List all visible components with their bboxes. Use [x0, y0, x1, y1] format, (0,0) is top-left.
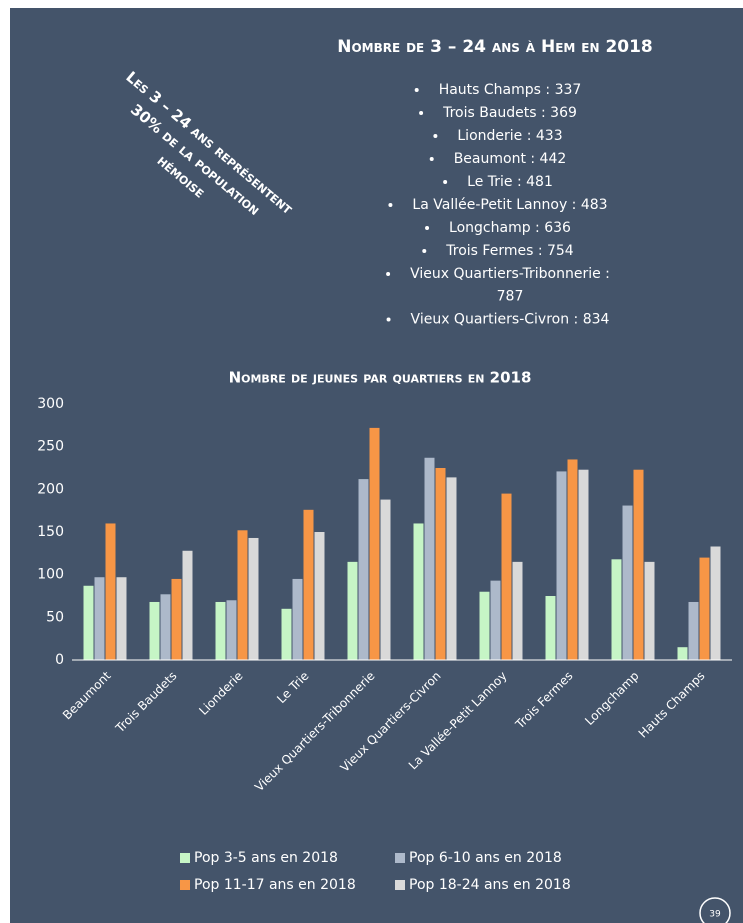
list-item: Beaumont : 442 [454, 151, 567, 167]
bar [688, 601, 699, 660]
list-item: Vieux Quartiers-Tribonnerie : [410, 266, 610, 282]
legend-swatch [395, 853, 405, 863]
bullet [443, 180, 448, 184]
y-tick-label: 50 [46, 609, 64, 625]
bar [380, 499, 391, 660]
list-item: Lionderie : 433 [457, 128, 562, 144]
y-tick-label: 200 [37, 481, 64, 497]
list-item: Trois Fermes : 754 [445, 243, 574, 259]
bar [677, 647, 688, 660]
bullet [388, 203, 393, 207]
chart-title: Nombre de jeunes par quartiers en 2018 [229, 369, 532, 387]
y-tick-label: 100 [37, 567, 64, 583]
bar [347, 561, 358, 660]
bullet [419, 111, 424, 115]
bar [424, 457, 435, 660]
bar [545, 596, 556, 660]
list-item: Le Trie : 481 [467, 174, 553, 190]
list-item: Trois Baudets : 369 [442, 105, 577, 121]
page-number-circle [699, 897, 731, 923]
bar [446, 477, 457, 660]
bar [281, 608, 292, 660]
bar [292, 578, 303, 660]
bar [622, 505, 633, 660]
bar [512, 561, 523, 660]
list-item: Longchamp : 636 [449, 220, 571, 236]
legend-label: Pop 11-17 ans en 2018 [194, 877, 356, 893]
bar [611, 559, 622, 660]
slide-heading: Nombre de 3 – 24 ans à Hem en 2018 [337, 37, 653, 57]
bar [699, 557, 710, 660]
bullet [386, 272, 391, 276]
bar [237, 530, 248, 660]
bar [435, 468, 446, 660]
bar [479, 591, 490, 660]
legend-label: Pop 18-24 ans en 2018 [409, 877, 571, 893]
bar [215, 601, 226, 660]
bar [171, 578, 182, 660]
bar [314, 532, 325, 660]
bar [578, 469, 589, 660]
bar [182, 550, 193, 660]
legend-swatch [180, 880, 190, 890]
bullet [422, 249, 427, 253]
bar [710, 546, 721, 660]
bar [116, 577, 127, 660]
bar [490, 580, 501, 660]
legend-label: Pop 6-10 ans en 2018 [409, 850, 562, 866]
bullet [433, 134, 438, 138]
y-tick-label: 150 [37, 524, 64, 540]
bar [226, 600, 237, 660]
page-number: 39 [709, 910, 721, 920]
legend-swatch [395, 880, 405, 890]
legend-swatch [180, 853, 190, 863]
bar [94, 577, 105, 660]
list-item: 787 [497, 289, 524, 305]
y-tick-label: 250 [37, 439, 64, 455]
bar [105, 523, 116, 660]
bar [556, 471, 567, 660]
list-item: La Vallée-Petit Lannoy : 483 [412, 197, 607, 213]
bar [303, 509, 314, 660]
y-tick-label: 300 [37, 396, 64, 412]
bar [358, 479, 369, 660]
bullet [425, 226, 430, 230]
list-item: Hauts Champs : 337 [439, 82, 582, 98]
legend-label: Pop 3-5 ans en 2018 [194, 850, 338, 866]
bar [567, 459, 578, 660]
bullet [386, 317, 391, 322]
bar [160, 594, 171, 660]
bar [501, 493, 512, 660]
bullet [414, 88, 419, 92]
bar [149, 601, 160, 660]
bar [633, 469, 644, 660]
bullet [429, 157, 434, 161]
y-tick-label: 0 [55, 652, 64, 668]
list-item: Vieux Quartiers-Civron : 834 [411, 312, 610, 328]
bar [369, 427, 380, 660]
bar [413, 523, 424, 660]
bar [83, 585, 94, 660]
bar [248, 537, 259, 660]
bar [644, 561, 655, 660]
